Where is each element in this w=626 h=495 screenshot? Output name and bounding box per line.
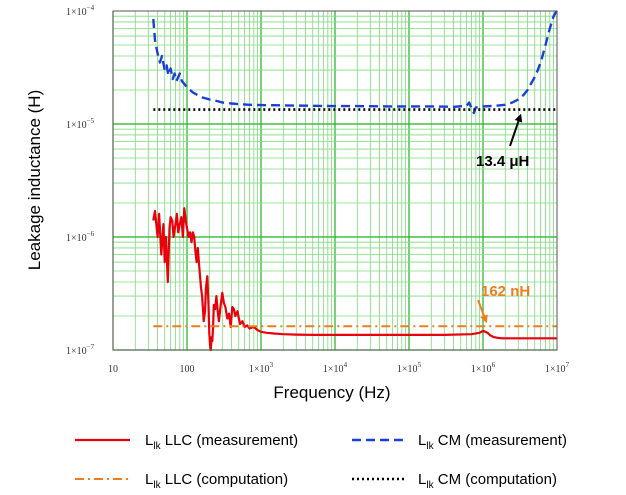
x-axis-label: Frequency (Hz) [273, 383, 390, 402]
annotation-label: 162 nH [481, 283, 530, 300]
y-tick-label: 1×10−5 [66, 117, 95, 131]
legend-label: Llk LLC (computation) [145, 471, 288, 491]
annotation-arrow [509, 113, 523, 147]
legend-label: Llk CM (measurement) [418, 432, 567, 452]
series-line-2 [152, 10, 558, 115]
series-line-1 [152, 207, 557, 352]
annotation-arrow [477, 299, 488, 324]
y-tick-label: 1×10−7 [66, 343, 95, 357]
y-tick-labels: 1×10−4 1×10−5 1×10−6 1×10−7 [66, 4, 95, 357]
y-axis-label: Leakage inductance (H) [25, 90, 44, 271]
x-tick-label: 10 [108, 364, 118, 375]
y-tick-label: 1×10−4 [66, 4, 95, 18]
series-layer [152, 10, 558, 352]
x-tick-label: 1×105 [397, 361, 422, 375]
x-tick-label: 1×107 [545, 361, 570, 375]
plot-frame [112, 10, 558, 351]
x-tick-label: 1×104 [323, 361, 348, 375]
x-tick-label: 1×106 [471, 361, 496, 375]
x-tick-labels: 10 100 1×103 1×104 1×105 1×106 1×107 [108, 361, 570, 375]
annotations: 13.4 μH 162 nH [476, 113, 530, 324]
legend-label: Llk LLC (measurement) [145, 432, 298, 452]
legend-label: Llk CM (computation) [418, 471, 557, 491]
annotation-label: 13.4 μH [476, 153, 529, 170]
legend: Llk LLC (measurement) Llk CM (measurement… [75, 432, 567, 491]
y-tick-label: 1×10−6 [66, 230, 95, 244]
x-tick-label: 1×103 [249, 361, 274, 375]
x-tick-label: 100 [180, 364, 195, 375]
